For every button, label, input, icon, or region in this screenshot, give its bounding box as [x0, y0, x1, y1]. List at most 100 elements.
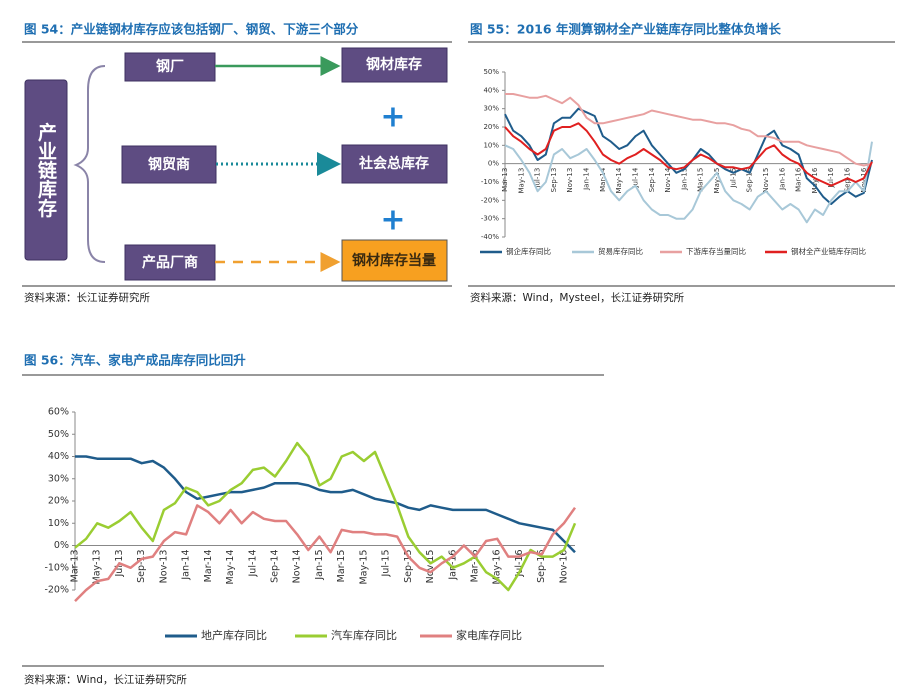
y-tick-label: 0% — [54, 540, 69, 551]
x-tick-label: Jul-14 — [631, 167, 639, 188]
root-label: 产业链库存 — [35, 121, 57, 217]
y-tick-label: -10% — [481, 178, 499, 186]
node-label: 钢贸商 — [148, 156, 190, 173]
x-tick-label: Jul-13 — [534, 168, 542, 189]
x-tick-label: May-13 — [92, 550, 103, 585]
target-label: 钢材库存当量 — [352, 252, 436, 269]
x-tick-label: May-14 — [225, 550, 236, 585]
figure-title: 图 56：汽车、家电产成品库存同比回升 — [24, 353, 246, 368]
legend-label: 家电库存同比 — [456, 628, 522, 642]
y-tick-label: 20% — [48, 496, 69, 507]
y-tick-label: -40% — [481, 233, 499, 241]
x-tick-label: Nov-13 — [566, 168, 574, 193]
x-tick-label: Sep-14 — [270, 550, 281, 583]
legend-label: 贸易库存同比 — [598, 246, 643, 256]
target-box — [341, 144, 448, 184]
y-tick-label: 10% — [48, 518, 69, 529]
x-tick-label: Sep-16 — [844, 167, 852, 192]
x-tick-label: Mar-15 — [697, 168, 705, 192]
x-tick-label: Nov-14 — [664, 167, 672, 192]
series-line — [504, 122, 873, 187]
x-tick-label: Mar-13 — [70, 550, 81, 583]
series-line — [74, 504, 577, 602]
x-tick-label: Sep-15 — [403, 550, 414, 583]
x-tick-label: Nov-13 — [158, 550, 169, 584]
y-tick-label: 60% — [48, 407, 69, 418]
source: 资料来源：长江证券研究所 — [24, 291, 150, 304]
series-line — [75, 455, 576, 554]
target-box — [341, 47, 448, 83]
series-line — [74, 441, 577, 592]
x-tick-label: Nov-16 — [558, 550, 569, 584]
plus: + — [380, 100, 405, 135]
y-tick-label: -20% — [44, 585, 69, 596]
x-tick-label: Jul-14 — [247, 550, 258, 578]
plus: + — [380, 203, 405, 238]
x-tick-label: Jan-15 — [314, 550, 325, 581]
x-tick-label: Nov-16 — [860, 167, 868, 192]
y-tick-label: 50% — [483, 68, 499, 76]
x-tick-label: Mar-14 — [599, 167, 607, 192]
x-tick-label: Nov-15 — [425, 550, 436, 584]
legend-label: 下游库存当量同比 — [686, 246, 746, 256]
y-tick-label: 30% — [48, 473, 69, 484]
source: 资料来源：Wind，Mysteel，长江证券研究所 — [470, 291, 685, 304]
y-tick-label: 40% — [48, 451, 69, 462]
y-tick-label: 0% — [488, 160, 499, 168]
x-tick-label: Sep-13 — [136, 550, 147, 583]
target-label: 社会总库存 — [358, 155, 429, 172]
root-box — [24, 79, 68, 261]
y-tick-label: 50% — [48, 429, 69, 440]
legend-label: 钢企库存同比 — [506, 246, 551, 256]
x-tick-label: May-15 — [713, 168, 721, 194]
figure-title: 图 54：产业链钢材库存应该包括钢厂、钢贸、下游三个部分 — [24, 22, 359, 37]
y-tick-label: -10% — [44, 562, 69, 573]
x-tick-label: Jan-14 — [583, 167, 591, 191]
node-box — [124, 52, 216, 82]
x-tick-label: Mar-14 — [203, 550, 214, 583]
legend-label: 钢材全产业链库存同比 — [791, 246, 866, 256]
x-tick-label: May-15 — [358, 550, 369, 585]
brace — [73, 65, 106, 263]
x-tick-label: Nov-14 — [292, 550, 303, 584]
x-tick-label: Jan-14 — [181, 550, 192, 581]
x-tick-label: Jul-16 — [827, 167, 835, 188]
x-tick-label: Jan-15 — [680, 168, 688, 191]
figure-title: 图 55：2016 年测算钢材全产业链库存同比整体负增长 — [470, 22, 781, 37]
x-tick-label: May-13 — [517, 168, 525, 194]
x-tick-label: Mar-16 — [795, 167, 803, 192]
x-tick-label: Jan-16 — [778, 167, 786, 191]
x-tick-label: Sep-16 — [536, 550, 547, 583]
x-tick-label: Sep-15 — [746, 168, 754, 193]
source: 资料来源：Wind，长江证券研究所 — [24, 673, 187, 686]
y-tick-label: 10% — [483, 141, 499, 149]
x-tick-label: Jul-15 — [381, 550, 392, 578]
series-line — [504, 107, 873, 205]
x-tick-label: May-16 — [811, 167, 819, 193]
x-tick-label: Sep-13 — [550, 168, 558, 193]
x-tick-label: Mar-13 — [501, 168, 509, 192]
x-tick-label: Mar-15 — [336, 550, 347, 583]
x-tick-label: Nov-15 — [762, 168, 770, 193]
legend-label: 汽车库存同比 — [331, 628, 397, 642]
y-tick-label: 30% — [483, 105, 499, 113]
node-box — [121, 145, 217, 184]
x-tick-label: Mar-16 — [470, 550, 481, 583]
y-tick-label: 40% — [483, 86, 499, 94]
target-box — [341, 239, 448, 282]
node-label: 产品厂商 — [142, 254, 198, 271]
x-tick-label: May-14 — [615, 167, 623, 193]
x-tick-label: Sep-14 — [648, 167, 656, 192]
y-tick-label: 20% — [483, 123, 499, 131]
x-tick-label: Jan-16 — [447, 550, 458, 581]
y-tick-label: -30% — [481, 215, 499, 223]
x-tick-label: May-16 — [492, 550, 503, 585]
series-line — [505, 93, 873, 167]
y-tick-label: -20% — [481, 196, 499, 204]
target-label: 钢材库存 — [366, 56, 422, 73]
x-tick-label: Jul-15 — [729, 168, 737, 189]
series-line — [504, 141, 873, 224]
node-label: 钢厂 — [156, 58, 184, 75]
legend-label: 地产库存同比 — [201, 628, 267, 642]
